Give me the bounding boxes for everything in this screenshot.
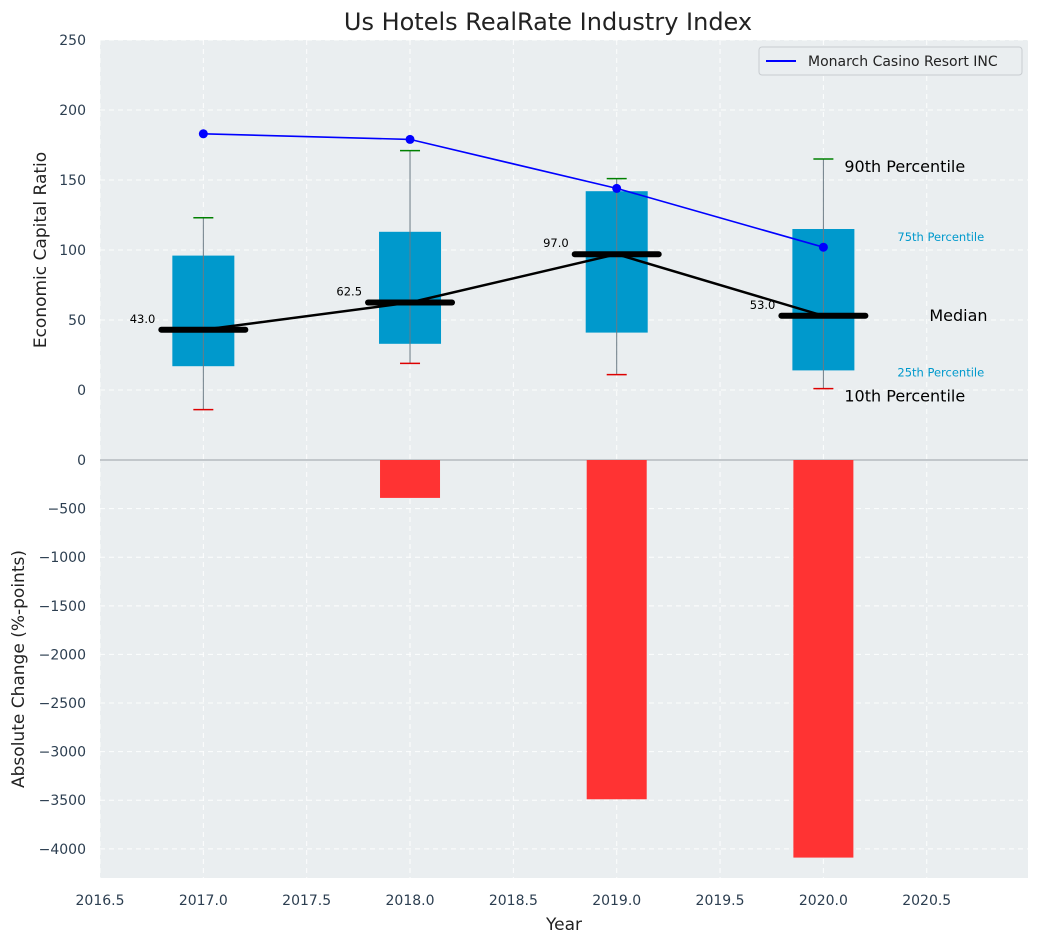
company-point — [818, 242, 828, 252]
chart-title: Us Hotels RealRate Industry Index — [344, 8, 752, 36]
bottom-y-tick-label: −2000 — [39, 647, 86, 663]
x-tick-label: 2020.5 — [902, 893, 951, 909]
median-value-label: 97.0 — [543, 236, 569, 250]
box-layer — [172, 149, 855, 411]
company-point — [198, 129, 208, 139]
annotation-p75: 75th Percentile — [897, 230, 984, 244]
change-bar — [586, 460, 647, 800]
x-axis-label: Year — [545, 915, 582, 935]
top-y-tick-label: 50 — [68, 313, 86, 329]
legend-box — [758, 46, 1023, 76]
bottom-y-tick-label: −2500 — [39, 696, 86, 712]
bar-layer — [380, 460, 854, 858]
legend: Monarch Casino Resort INC — [758, 46, 1023, 76]
x-tick-label: 2019.0 — [592, 893, 641, 909]
company-point — [405, 134, 415, 144]
top-y-tick-label: 150 — [59, 173, 86, 189]
bottom-y-tick-label: −500 — [48, 502, 86, 518]
line-layer — [158, 129, 869, 333]
x-tick-label: 2020.0 — [799, 893, 848, 909]
x-tick-label: 2017.0 — [179, 893, 228, 909]
legend-entry: Monarch Casino Resort INC — [808, 54, 998, 70]
x-tick-label: 2019.5 — [696, 893, 745, 909]
bottom-y-tick-label: −4000 — [39, 842, 86, 858]
company-point — [612, 183, 622, 193]
x-tick-label: 2018.5 — [489, 893, 538, 909]
median-value-label: 62.5 — [336, 285, 362, 299]
annotation-p90: 90th Percentile — [844, 157, 965, 176]
top-y-tick-label: 250 — [59, 33, 86, 49]
annotation-p10: 10th Percentile — [844, 387, 965, 406]
top-y-tick-label: 0 — [77, 383, 86, 399]
change-bar — [380, 460, 441, 498]
median-value-label: 43.0 — [130, 312, 156, 326]
bottom-y-tick-label: −3000 — [39, 745, 86, 761]
change-bar — [793, 460, 854, 858]
label-layer: 43.0 62.5 97.0 53.0 90th Percentile 75th Perc… — [130, 157, 988, 406]
company-line — [203, 133, 824, 248]
top-y-tick-label: 200 — [59, 103, 86, 119]
bottom-y-tick-label: −1000 — [39, 550, 86, 566]
bottom-y-tick-label: −3500 — [39, 793, 86, 809]
annotation-p25: 25th Percentile — [897, 365, 984, 379]
x-tick-label: 2018.0 — [386, 893, 435, 909]
annotation-median: Median — [929, 306, 987, 325]
bottom-y-tick-label: −1500 — [39, 599, 86, 615]
bottom-y-axis-label: Absolute Change (%-points) — [9, 550, 29, 788]
x-tick-label: 2017.5 — [282, 893, 331, 909]
median-value-label: 53.0 — [750, 298, 776, 312]
top-y-axis-label: Economic Capital Ratio — [31, 152, 51, 348]
tick-layer: 2016.5 2017.0 2017.5 2018.0 2018.5 2019.0 2019… — [39, 33, 952, 909]
top-y-tick-label: 100 — [59, 243, 86, 259]
median-trend-line — [203, 252, 824, 332]
bottom-y-tick-label: 0 — [77, 453, 86, 469]
x-tick-label: 2016.5 — [76, 893, 125, 909]
